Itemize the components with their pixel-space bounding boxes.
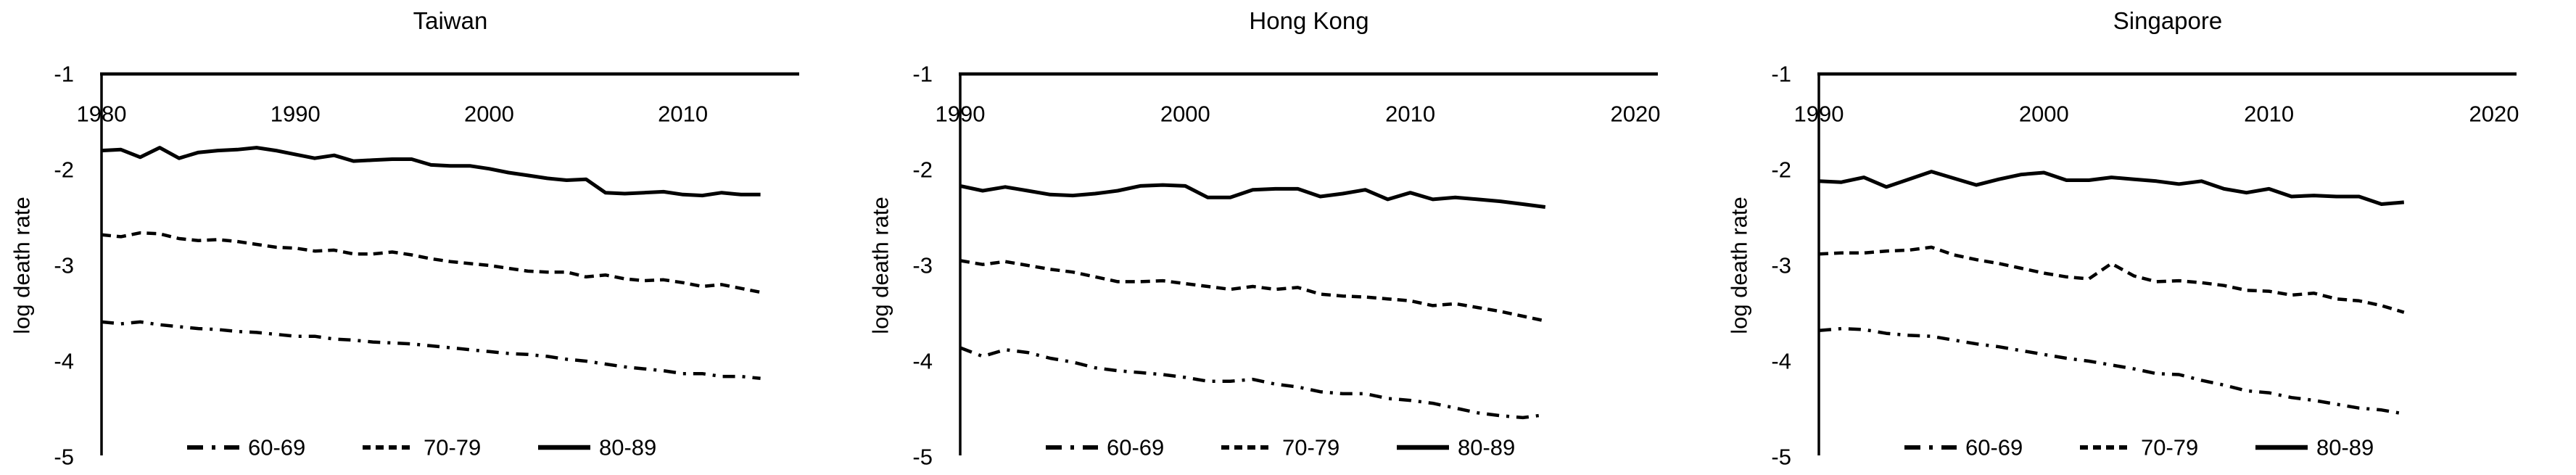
legend-label-60-69: 60-69	[1965, 435, 2023, 460]
x-tick-label: 1990	[271, 102, 321, 127]
x-tick-label: 2010	[2244, 102, 2294, 127]
x-tick-label: 1990	[936, 102, 986, 127]
y-tick-label: -3	[1771, 253, 1791, 278]
series-line-70-79	[959, 259, 1546, 323]
legend-label-80-89: 80-89	[2316, 435, 2374, 460]
legend-label-70-79: 70-79	[424, 435, 481, 460]
x-tick-label: 1980	[77, 102, 127, 127]
y-tick-label: -2	[912, 157, 933, 183]
series-line-80-89	[1818, 170, 2405, 206]
x-tick-label: 2000	[2019, 102, 2069, 127]
taiwan-chart: Taiwan 1980 1990 2000 2010 -1 -2 -3 -4 -5 log deat…	[9, 7, 799, 470]
y-tick-label: -4	[54, 349, 74, 374]
y-axis-title: log death rate	[9, 197, 35, 334]
chart-title: Singapore	[2113, 7, 2222, 34]
x-tick-label: 2020	[2469, 102, 2519, 127]
y-tick-label: -2	[1771, 157, 1791, 183]
series-line-80-89	[101, 146, 761, 198]
y-tick-label: -4	[1771, 349, 1791, 374]
y-tick-label: -1	[54, 62, 74, 87]
y-axis-title: log death rate	[1727, 197, 1752, 334]
legend-label-70-79: 70-79	[1282, 435, 1339, 460]
x-tick-label: 2010	[1385, 102, 1435, 127]
singapore-chart: Singapore 1990 2000 2010 2020 -1 -2 -3 -4 -5 log d…	[1727, 7, 2519, 470]
y-tick-label: -5	[1771, 445, 1791, 470]
x-tick-label: 2020	[1610, 102, 1660, 127]
series-line-70-79	[101, 231, 761, 294]
y-tick-label: -3	[54, 253, 74, 278]
legend-label-60-69: 60-69	[1107, 435, 1164, 460]
x-tick-label: 2010	[658, 102, 708, 127]
y-axis-title: log death rate	[868, 197, 893, 334]
y-tick-label: -3	[912, 253, 933, 278]
chart-panel-hong-kong: Hong Kong 1990 2000 2010 2020 -1 -2 -3 -4 -5 log d…	[859, 0, 1717, 475]
legend-label-60-69: 60-69	[248, 435, 305, 460]
x-tick-label: 1990	[1794, 102, 1844, 127]
legend-label-80-89: 80-89	[1458, 435, 1515, 460]
y-tick-label: -5	[54, 445, 74, 470]
chart-panel-singapore: Singapore 1990 2000 2010 2020 -1 -2 -3 -4 -5 log d…	[1717, 0, 2576, 475]
chart-panel-taiwan: Taiwan 1980 1990 2000 2010 -1 -2 -3 -4 -5 log deat…	[0, 0, 859, 475]
series-line-80-89	[959, 183, 1546, 209]
series-line-60-69	[101, 320, 761, 381]
chart-title: Taiwan	[413, 7, 488, 34]
series-line-70-79	[1818, 245, 2405, 314]
y-tick-label: -5	[912, 445, 933, 470]
hong-kong-chart: Hong Kong 1990 2000 2010 2020 -1 -2 -3 -4 -5 log d…	[868, 7, 1661, 470]
x-tick-label: 2000	[464, 102, 514, 127]
series-line-60-69	[1818, 326, 2405, 416]
y-tick-label: -2	[54, 157, 74, 183]
y-tick-label: -4	[912, 349, 933, 374]
y-tick-label: -1	[1771, 62, 1791, 87]
y-tick-label: -1	[912, 62, 933, 87]
series-line-60-69	[959, 346, 1546, 420]
legend-label-70-79: 70-79	[2141, 435, 2198, 460]
legend-label-80-89: 80-89	[599, 435, 656, 460]
x-tick-label: 2000	[1160, 102, 1210, 127]
chart-title: Hong Kong	[1249, 7, 1368, 34]
